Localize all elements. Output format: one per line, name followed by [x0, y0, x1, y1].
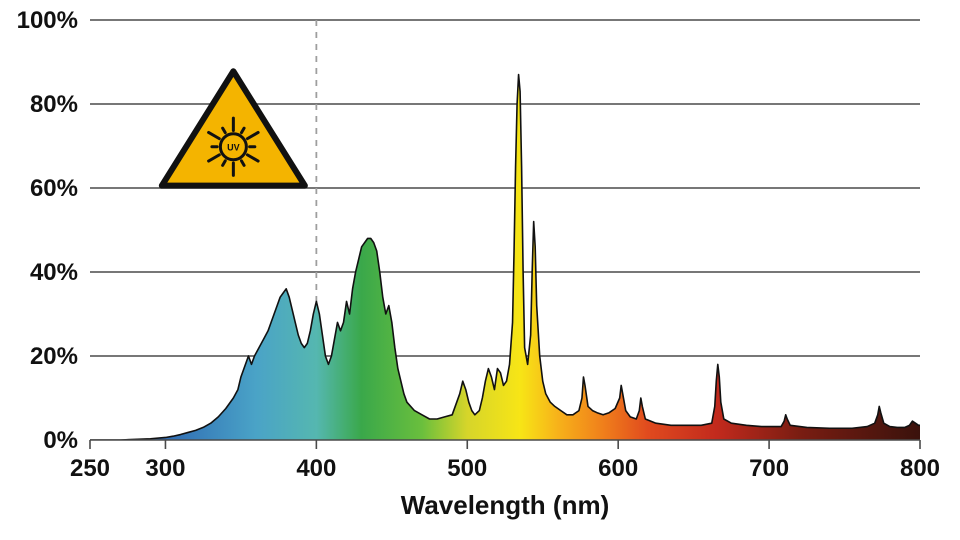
- spectrum-chart: 0% 20% 40% 60% 80% 100% 250 300 400 500 600 700 800 W…: [0, 0, 960, 540]
- y-tick-label: 100%: [17, 7, 78, 34]
- x-tick-label: 800: [900, 455, 940, 482]
- uv-label: UV: [227, 142, 240, 152]
- chart-svg: 0% 20% 40% 60% 80% 100% 250 300 400 500 600 700 800 W…: [0, 0, 960, 540]
- y-tick-label: 20%: [30, 343, 78, 370]
- x-axis-label: Wavelength (nm): [401, 490, 609, 520]
- x-tick-label: 600: [598, 455, 638, 482]
- y-tick-label: 60%: [30, 175, 78, 202]
- y-tick-label: 80%: [30, 91, 78, 118]
- x-tick-label: 250: [70, 455, 110, 482]
- x-tick-label: 700: [749, 455, 789, 482]
- x-tick-label: 400: [296, 455, 336, 482]
- x-tick-label: 500: [447, 455, 487, 482]
- y-tick-label: 40%: [30, 259, 78, 286]
- x-tick-label: 300: [145, 455, 185, 482]
- y-tick-label: 0%: [43, 427, 78, 454]
